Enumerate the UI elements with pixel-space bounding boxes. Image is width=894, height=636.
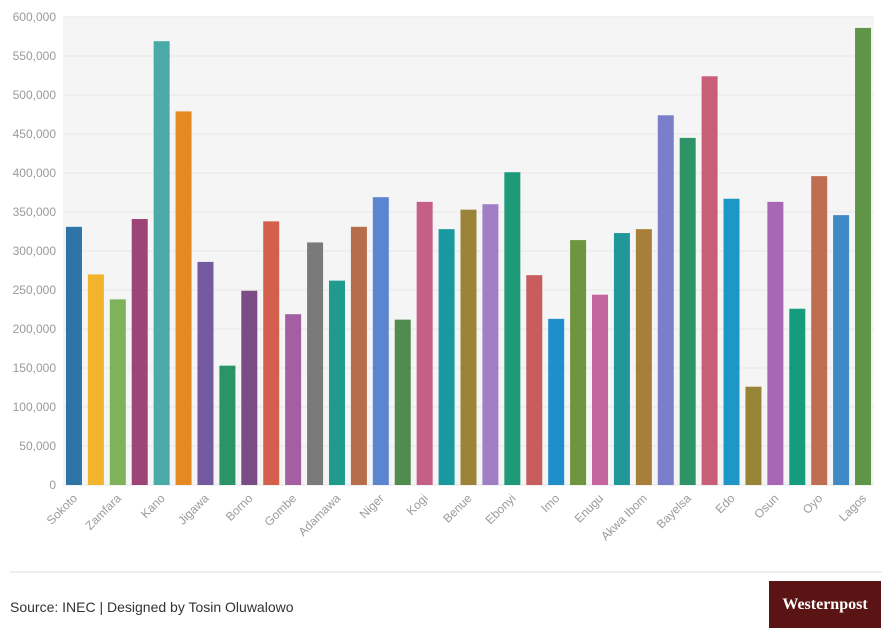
bar — [285, 314, 302, 485]
x-tick-label: Adamawa — [295, 491, 343, 539]
bar — [855, 27, 872, 485]
bar — [394, 319, 411, 485]
y-tick-label: 350,000 — [13, 205, 57, 219]
x-tick-label: Edo — [713, 491, 738, 516]
x-tick-label: Borno — [223, 491, 256, 524]
x-tick-label: Ebonyi — [483, 491, 519, 527]
bar — [153, 41, 170, 486]
x-tick-label: Akwa Ibom — [598, 491, 650, 543]
bar — [241, 290, 258, 485]
bar — [657, 115, 674, 485]
y-tick-label: 600,000 — [13, 10, 57, 24]
bar — [416, 201, 433, 486]
y-tick-label: 400,000 — [13, 166, 57, 180]
x-tick-label: Niger — [357, 491, 387, 521]
x-tick-label: Benue — [440, 491, 475, 526]
bar — [811, 176, 828, 485]
x-tick-label: Enugu — [572, 491, 606, 525]
y-tick-label: 150,000 — [13, 361, 57, 375]
bar — [109, 299, 126, 485]
x-tick-label: Kogi — [404, 491, 431, 518]
y-tick-label: 500,000 — [13, 88, 57, 102]
bar — [328, 280, 345, 485]
bar — [679, 137, 696, 485]
bar — [833, 215, 850, 485]
bar — [219, 365, 236, 485]
x-tick-label: Oyo — [800, 491, 826, 517]
bar — [570, 240, 587, 485]
bar — [460, 209, 477, 485]
bar — [613, 233, 630, 485]
bar — [592, 294, 609, 485]
bar — [438, 229, 455, 485]
bar — [350, 226, 367, 485]
bar — [745, 386, 762, 485]
x-tick-label: Gombe — [262, 491, 300, 529]
y-tick-label: 250,000 — [13, 283, 57, 297]
bar — [87, 274, 104, 485]
y-tick-label: 100,000 — [13, 400, 57, 414]
y-tick-label: 50,000 — [19, 439, 56, 453]
bar — [65, 226, 82, 485]
bar — [526, 275, 543, 485]
bar — [175, 111, 192, 485]
bar — [372, 197, 389, 485]
logo-box — [769, 581, 881, 628]
bar — [504, 172, 521, 485]
logo: Westernpost — [782, 596, 868, 613]
bar — [701, 76, 718, 485]
x-tick-label: Osun — [751, 491, 781, 521]
y-tick-label: 450,000 — [13, 127, 57, 141]
x-tick-label: Sokoto — [44, 491, 81, 528]
y-tick-label: 300,000 — [13, 244, 57, 258]
y-tick-label: 550,000 — [13, 49, 57, 63]
bar — [723, 198, 740, 486]
y-tick-label: 0 — [49, 478, 56, 492]
bar — [197, 261, 214, 485]
bar — [635, 229, 652, 485]
bar — [548, 318, 565, 485]
y-tick-label: 200,000 — [13, 322, 57, 336]
x-tick-label: Imo — [538, 491, 562, 515]
bar — [482, 204, 499, 485]
bar — [767, 201, 784, 486]
source: Source: INEC | Designed by Tosin Oluwalo… — [10, 599, 294, 615]
x-tick-label: Jigawa — [175, 491, 212, 528]
x-tick-label: Zamfara — [82, 491, 124, 533]
bar — [263, 221, 280, 486]
x-tick-label: Bayelsa — [654, 491, 694, 531]
bar — [131, 219, 148, 485]
x-tick-label: Kano — [138, 491, 168, 521]
bar — [307, 242, 324, 485]
bar — [789, 308, 806, 485]
x-tick-label: Lagos — [836, 491, 869, 524]
